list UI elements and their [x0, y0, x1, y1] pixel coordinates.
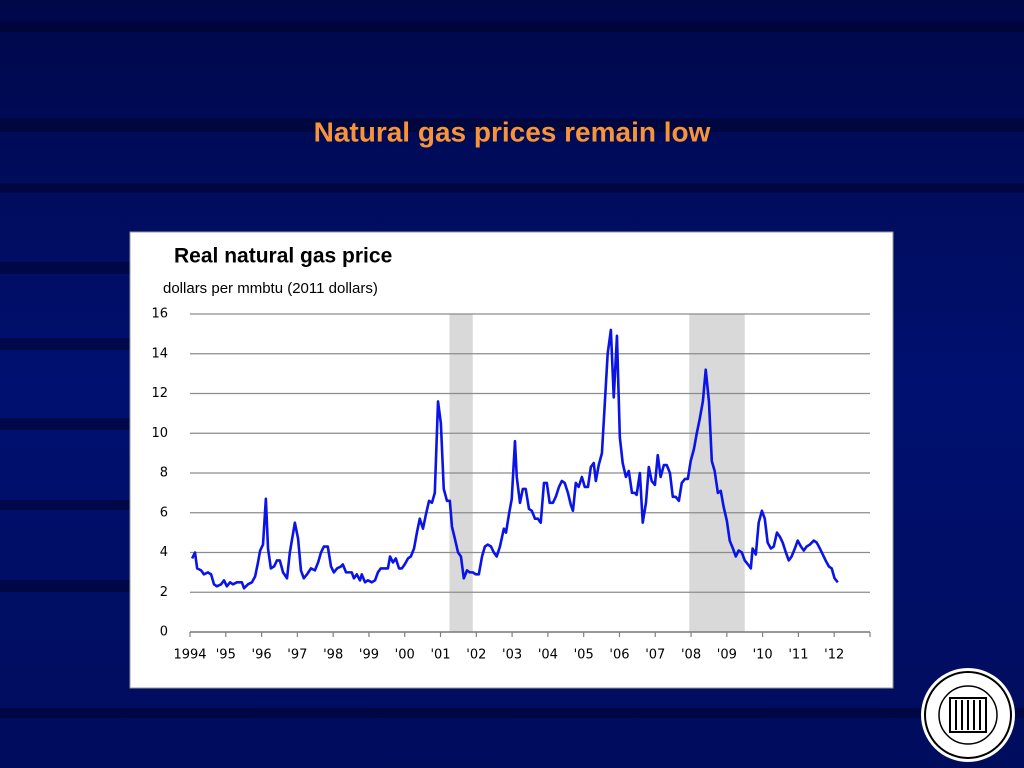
x-tick-label: '05: [574, 648, 594, 663]
x-tick-label: '07: [645, 648, 665, 663]
x-tick-label: '01: [430, 648, 450, 663]
x-tick-label: '98: [323, 648, 343, 663]
y-tick-label: 14: [151, 346, 168, 361]
x-tick-label: '06: [609, 648, 629, 663]
y-tick-label: 6: [160, 505, 168, 520]
x-tick-label: '95: [216, 648, 236, 663]
background-streaks: [0, 22, 1024, 718]
x-tick-label: '11: [788, 648, 808, 663]
y-tick-label: 8: [160, 466, 168, 481]
x-tick-label: '02: [466, 648, 486, 663]
seal: [921, 668, 1015, 762]
x-tick-label: '96: [252, 648, 272, 663]
x-tick-label: '04: [538, 648, 558, 663]
y-tick-label: 0: [160, 625, 168, 640]
y-tick-label: 4: [160, 545, 168, 560]
x-tick-label: '00: [395, 648, 415, 663]
x-tick-label: '09: [717, 648, 737, 663]
chart-panel: [129, 231, 894, 689]
slide-title: Natural gas prices remain low: [314, 116, 711, 147]
y-tick-label: 10: [151, 426, 168, 441]
x-tick-label: '08: [681, 648, 701, 663]
chart-subtitle: dollars per mmbtu (2011 dollars): [163, 280, 378, 297]
y-tick-label: 16: [151, 307, 168, 322]
chart-title: Real natural gas price: [174, 245, 392, 268]
x-tick-label: '97: [287, 648, 307, 663]
x-tick-label: '12: [824, 648, 844, 663]
x-tick-label: '99: [359, 648, 379, 663]
y-tick-label: 2: [160, 585, 168, 600]
plot: 0 2 4 6 8 10 12 14 16 1994 '95 '96 '97 '98 '99 '00 '01 '0…: [151, 307, 871, 663]
x-tick-label: '10: [753, 648, 773, 663]
y-tick-label: 12: [151, 386, 168, 401]
x-tick-label: '03: [502, 648, 522, 663]
x-tick-label: 1994: [173, 648, 206, 663]
price-line: [190, 328, 839, 590]
